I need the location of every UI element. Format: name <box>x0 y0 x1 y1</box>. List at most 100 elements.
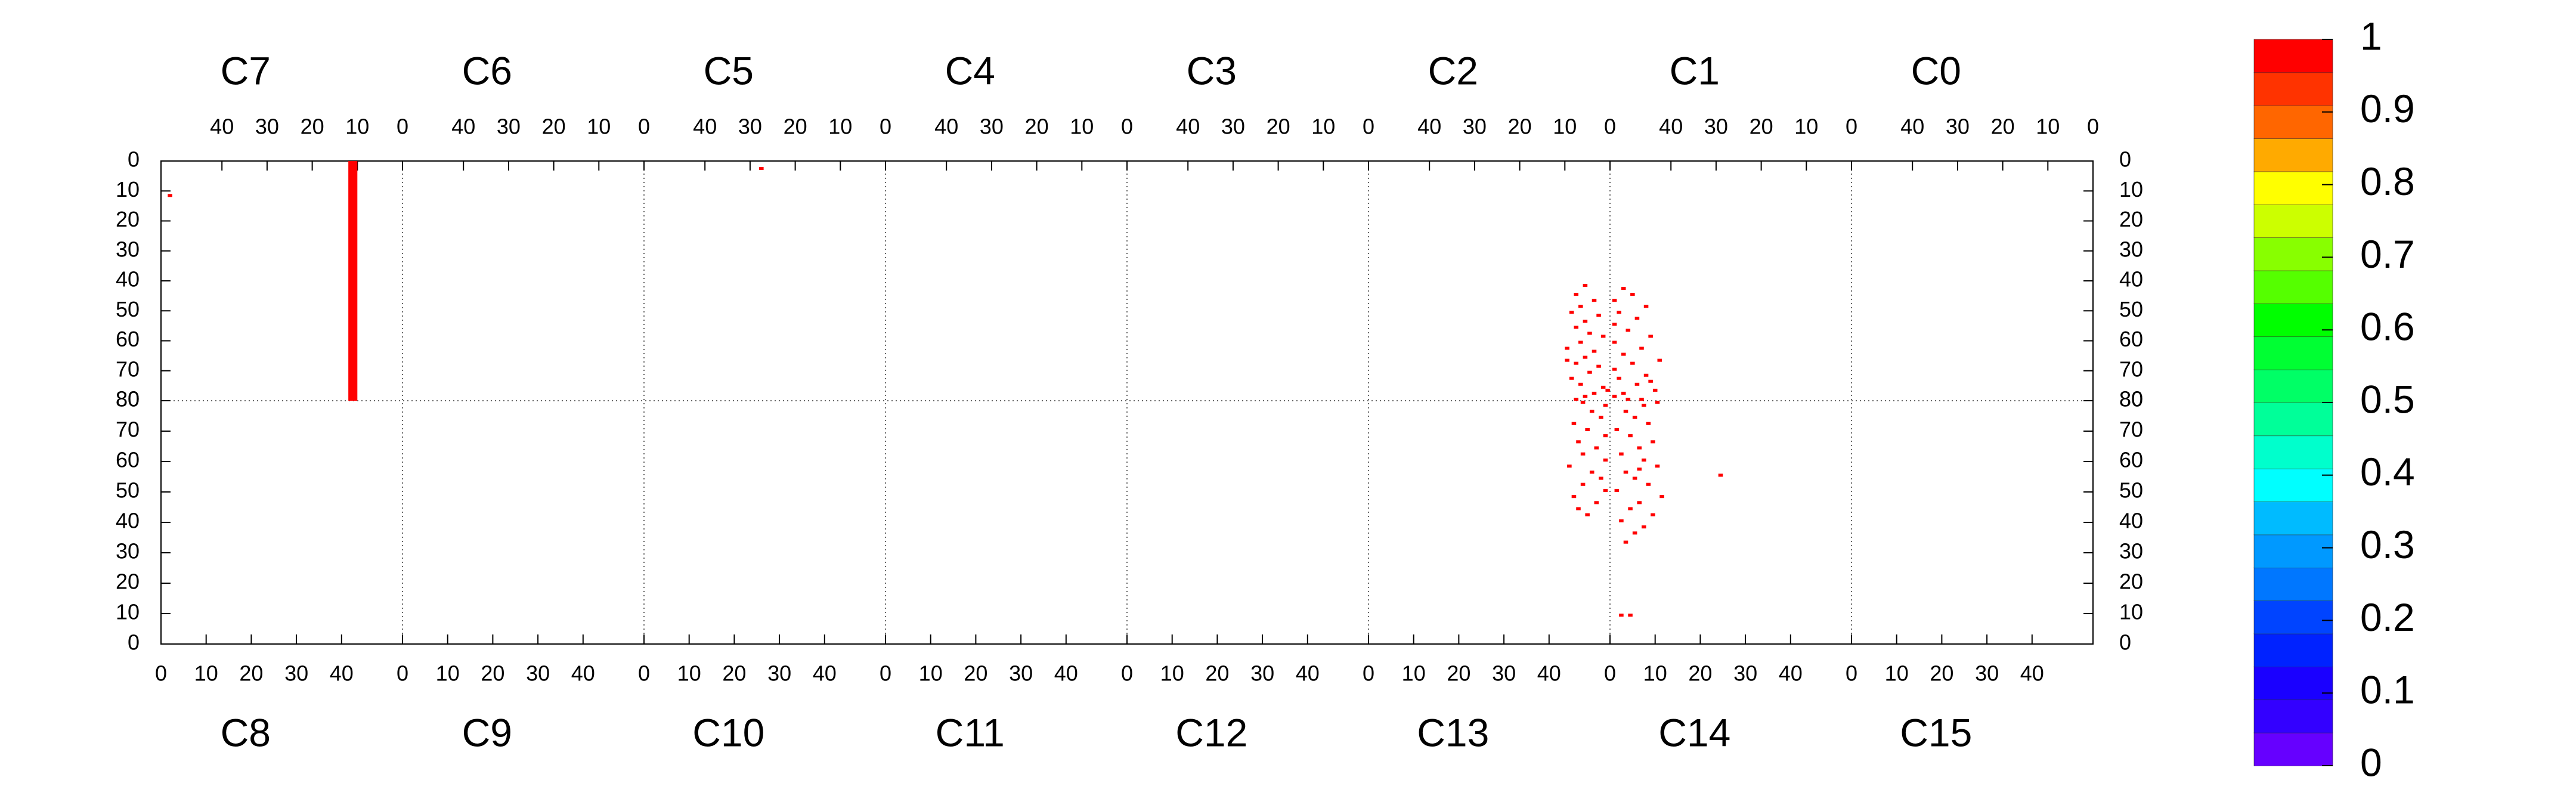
colorbar-band <box>2253 303 2333 338</box>
hit-cell <box>1578 305 1583 308</box>
z-tick-label: 0.3 <box>2360 522 2415 566</box>
x-tick-label: 10 <box>1070 114 1094 139</box>
y-tick-label: 70 <box>2119 417 2143 442</box>
hit-cell <box>1603 404 1608 407</box>
y-tick-label: 60 <box>2119 448 2143 472</box>
hit-cell <box>1630 361 1635 365</box>
x-tick-label: 30 <box>767 661 791 686</box>
x-tick-label: 30 <box>1704 114 1728 139</box>
x-tick-label: 30 <box>284 661 308 686</box>
hit-cell <box>1628 507 1633 510</box>
x-tick-label: 0 <box>1363 661 1374 686</box>
hit-cell <box>1634 317 1640 320</box>
hit-cell <box>1621 391 1626 395</box>
x-tick-label: 30 <box>1975 661 1999 686</box>
hit-cell <box>1637 468 1642 471</box>
y-tick-label: 70 <box>116 357 140 381</box>
hit-cell <box>1583 284 1588 287</box>
x-tick-label: 40 <box>693 114 717 139</box>
x-tick-label: 10 <box>194 661 218 686</box>
colorbar-band <box>2253 666 2333 701</box>
hit-cell <box>1646 422 1651 425</box>
hit-cell <box>348 161 358 401</box>
colorbar-band <box>2253 699 2333 733</box>
y-tick-label: 70 <box>2119 357 2143 381</box>
x-tick-label: 20 <box>1688 661 1712 686</box>
hit-cell <box>1603 458 1608 462</box>
hit-cell <box>1596 364 1601 368</box>
y-tick-label: 80 <box>2119 387 2143 411</box>
y-tick-label: 60 <box>2119 327 2143 351</box>
chip-label: C4 <box>945 48 995 92</box>
colorbar-band <box>2253 633 2333 667</box>
x-tick-label: 0 <box>1846 661 1857 686</box>
x-tick-label: 40 <box>1417 114 1441 139</box>
x-tick-label: 40 <box>1779 661 1803 686</box>
x-tick-label: 0 <box>2087 114 2099 139</box>
y-tick-label: 30 <box>116 539 140 564</box>
colorbar-band <box>2253 501 2333 535</box>
y-tick-label: 20 <box>2119 207 2143 231</box>
hit-cell <box>1614 428 1620 431</box>
y-tick-label: 70 <box>116 417 140 442</box>
y-tick-label: 40 <box>116 509 140 533</box>
x-tick-label: 0 <box>397 114 408 139</box>
chip-label: C8 <box>221 710 271 754</box>
chip-label: C0 <box>1911 48 1961 92</box>
hit-cell <box>1641 458 1646 462</box>
z-tick-label: 0.2 <box>2360 595 2415 639</box>
y-tick-label: 50 <box>116 297 140 321</box>
hit-cell <box>1605 388 1610 392</box>
x-tick-label: 10 <box>345 114 369 139</box>
x-tick-label: 10 <box>1402 661 1426 686</box>
chip-label: C11 <box>936 710 1005 754</box>
colorbar-band <box>2253 567 2333 601</box>
hit-cell <box>1623 410 1628 413</box>
hit-cell <box>1646 482 1651 486</box>
hit-cell <box>1569 376 1574 380</box>
hit-cell <box>1592 349 1597 353</box>
x-tick-label: 40 <box>2020 661 2044 686</box>
y-tick-label: 60 <box>116 327 140 351</box>
y-tick-label: 80 <box>116 387 140 411</box>
x-tick-label: 20 <box>1205 661 1229 686</box>
hit-cell <box>1565 346 1569 350</box>
hit-cell <box>1648 335 1653 338</box>
hit-cell <box>1619 519 1624 522</box>
y-tick-label: 40 <box>116 267 140 292</box>
z-tick-label: 0.8 <box>2360 159 2415 203</box>
hit-cell <box>1596 314 1601 317</box>
hit-cell <box>1637 446 1642 450</box>
x-tick-label: 30 <box>1463 114 1487 139</box>
x-tick-label: 40 <box>330 661 354 686</box>
x-tick-label: 30 <box>738 114 762 139</box>
x-tick-label: 20 <box>722 661 746 686</box>
x-tick-label: 10 <box>828 114 852 139</box>
hit-cell <box>1603 434 1608 438</box>
hit-cell <box>1576 507 1581 510</box>
hit-cell <box>1659 495 1664 499</box>
hit-cell <box>1599 416 1603 419</box>
hit-cell <box>1643 305 1649 308</box>
chip-label: C13 <box>1417 710 1489 754</box>
x-tick-label: 10 <box>677 661 701 686</box>
chip-label: C7 <box>221 48 271 92</box>
y-tick-label: 0 <box>2119 630 2131 655</box>
x-tick-label: 0 <box>638 114 650 139</box>
colorbar-band <box>2253 369 2333 403</box>
hit-cell <box>1651 513 1655 516</box>
hit-cell <box>1600 335 1606 338</box>
x-tick-label: 40 <box>451 114 475 139</box>
chip-label: C1 <box>1670 48 1720 92</box>
hit-cell <box>1623 470 1628 474</box>
x-tick-label: 40 <box>210 114 234 139</box>
hit-cell <box>1617 311 1621 314</box>
hit-cell <box>1628 614 1633 617</box>
x-tick-label: 0 <box>1604 661 1616 686</box>
hit-cell <box>1639 397 1644 401</box>
x-tick-label: 0 <box>638 661 650 686</box>
hit-cell <box>1594 501 1599 504</box>
hit-cell <box>1614 488 1620 492</box>
x-tick-label: 20 <box>1267 114 1290 139</box>
hit-cell <box>1589 470 1594 474</box>
